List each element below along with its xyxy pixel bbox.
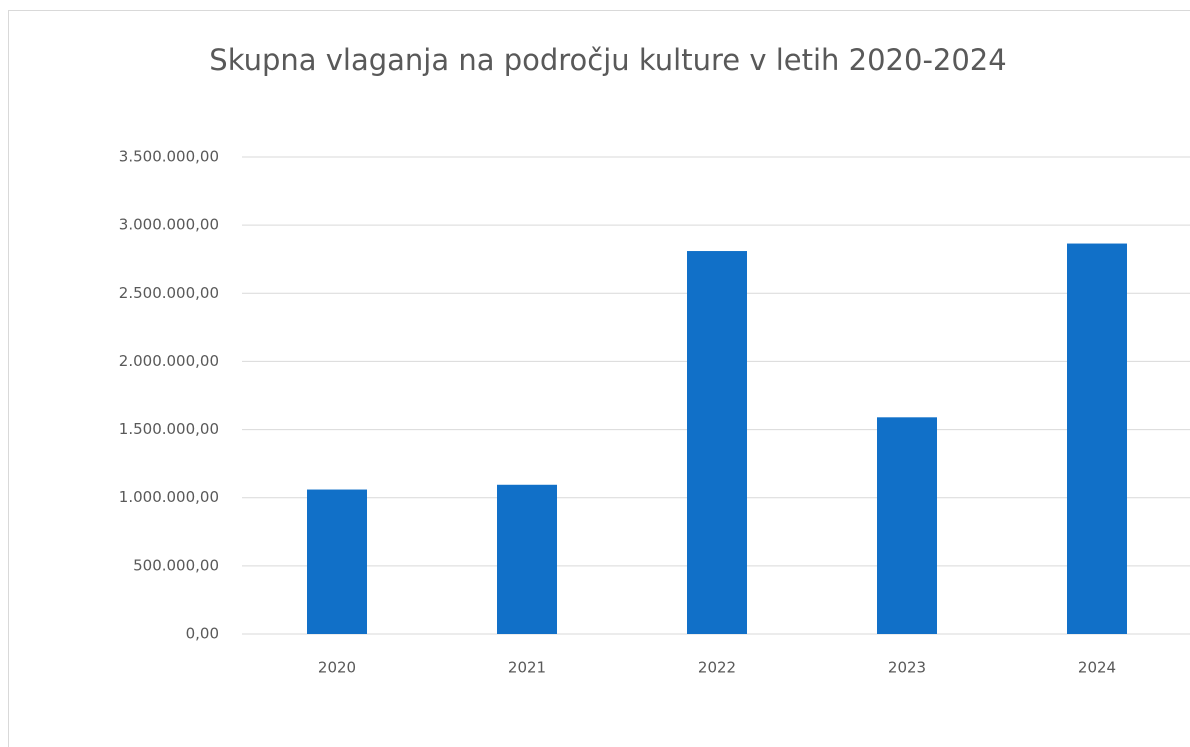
x-tick-label: 2024 xyxy=(1078,659,1116,677)
bar xyxy=(307,489,367,634)
y-tick-label: 3.500.000,00 xyxy=(119,148,219,166)
y-tick-label: 2.000.000,00 xyxy=(119,352,219,370)
x-tick-label: 2022 xyxy=(698,659,736,677)
x-tick-label: 2021 xyxy=(508,659,546,677)
chart-border xyxy=(8,10,1190,747)
y-tick-label: 500.000,00 xyxy=(133,556,219,574)
bar xyxy=(877,417,937,634)
y-tick-label: 2.500.000,00 xyxy=(119,284,219,302)
chart-title: Skupna vlaganja na področju kulture v le… xyxy=(209,43,1006,77)
y-tick-label: 1.000.000,00 xyxy=(119,488,219,506)
x-tick-label: 2020 xyxy=(318,659,356,677)
y-tick-label: 1.500.000,00 xyxy=(119,420,219,438)
bar xyxy=(1067,243,1127,634)
bar xyxy=(497,484,557,634)
x-tick-label: 2023 xyxy=(888,659,926,677)
bar xyxy=(687,251,747,634)
y-tick-label: 3.000.000,00 xyxy=(119,216,219,234)
y-tick-label: 0,00 xyxy=(186,625,219,643)
